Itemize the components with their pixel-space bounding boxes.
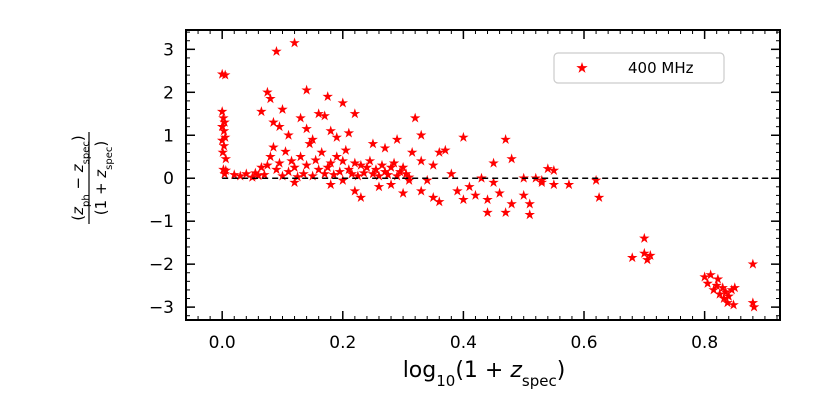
- data-point: [391, 134, 403, 145]
- data-point: [542, 163, 554, 174]
- legend-box: [553, 52, 725, 84]
- data-point: [406, 146, 418, 157]
- data-point: [277, 103, 288, 114]
- x-tick-label: 0.0: [209, 333, 236, 353]
- y-tick-label: 2: [163, 83, 174, 103]
- data-point: [216, 106, 228, 117]
- data-point: [482, 194, 493, 205]
- data-point: [470, 189, 481, 200]
- y-tick-label: −3: [149, 298, 174, 318]
- data-point: [343, 127, 355, 138]
- data-point: [337, 174, 349, 185]
- data-point: [428, 159, 439, 170]
- data-point: [268, 141, 279, 152]
- data-point: [446, 168, 457, 179]
- legend: 400 MHz: [553, 52, 725, 84]
- data-point: [409, 112, 421, 123]
- data-point: [590, 174, 602, 185]
- data-point: [747, 258, 759, 269]
- data-point: [322, 91, 333, 102]
- data-point: [349, 157, 361, 168]
- data-point: [280, 146, 291, 157]
- data-point: [639, 232, 650, 243]
- legend-label: 400 MHz: [628, 59, 694, 77]
- data-point: [262, 159, 273, 170]
- data-point: [301, 159, 312, 170]
- data-point: [506, 198, 517, 209]
- y-tick-label: −1: [149, 212, 174, 232]
- data-point: [325, 179, 336, 190]
- data-point: [415, 155, 427, 166]
- data-point: [313, 108, 324, 119]
- data-point: [728, 299, 739, 310]
- data-point: [458, 194, 469, 205]
- data-point: [415, 129, 427, 140]
- data-point: [265, 151, 276, 162]
- x-tick-label: 0.6: [570, 333, 597, 353]
- data-point: [524, 198, 535, 209]
- data-point: [524, 209, 535, 220]
- data-point: [563, 179, 575, 190]
- data-point: [500, 207, 511, 218]
- data-point: [349, 185, 361, 196]
- data-point: [488, 157, 499, 168]
- data-point: [367, 138, 379, 149]
- x-axis-label: log10(1 + zspec): [403, 358, 566, 390]
- data-point: [283, 129, 294, 140]
- x-tick-label: 0.2: [329, 333, 356, 353]
- data-point: [518, 189, 529, 200]
- data-point: [712, 273, 724, 284]
- data-point: [593, 192, 605, 203]
- data-point: [494, 187, 505, 198]
- data-point: [627, 252, 638, 263]
- data-point: [316, 146, 327, 157]
- y-tick-label: 0: [163, 169, 174, 189]
- data-point: [349, 108, 361, 119]
- data-point: [340, 144, 352, 155]
- data-point: [548, 164, 560, 175]
- y-tick-labels: −3 −2 −1 0 1 2 3: [149, 40, 174, 318]
- y-tick-label: 1: [163, 126, 174, 146]
- y-tick-label: −2: [149, 255, 174, 275]
- data-point: [500, 134, 511, 145]
- data-point: [295, 112, 306, 123]
- data-point: [235, 170, 246, 181]
- data-point: [301, 84, 312, 95]
- data-point: [337, 97, 349, 108]
- data-point: [319, 110, 330, 121]
- data-point: [373, 181, 385, 192]
- data-point: [256, 161, 267, 172]
- data-point: [482, 207, 493, 218]
- data-point: [385, 179, 397, 190]
- data-point: [397, 187, 409, 198]
- data-point: [458, 131, 469, 142]
- data-point: [379, 142, 391, 153]
- data-point: [295, 151, 306, 162]
- data-point: [421, 174, 433, 185]
- data-point: [289, 37, 300, 48]
- data-point: [271, 45, 282, 56]
- data-point: [434, 146, 445, 157]
- data-point: [301, 123, 312, 134]
- y-axis-label: (zph − zspec) (1 + zspec): [69, 132, 115, 224]
- y-tick-label: 3: [163, 40, 174, 60]
- x-tick-labels: 0.0 0.2 0.4 0.6 0.8: [209, 333, 718, 353]
- svg-text:(zph − zspec): (zph − zspec): [69, 135, 92, 220]
- data-point: [548, 179, 560, 190]
- data-point: [355, 159, 367, 170]
- data-point: [506, 153, 517, 164]
- svg-text:(1 + zspec): (1 + zspec): [92, 141, 115, 215]
- data-point: [440, 144, 451, 155]
- data-point: [464, 181, 475, 192]
- data-point: [256, 106, 267, 117]
- data-point: [325, 125, 336, 136]
- data-point: [452, 185, 463, 196]
- x-tick-label: 0.4: [450, 333, 477, 353]
- data-point: [415, 185, 427, 196]
- plot-frame: [185, 29, 781, 321]
- x-tick-label: 0.8: [691, 333, 718, 353]
